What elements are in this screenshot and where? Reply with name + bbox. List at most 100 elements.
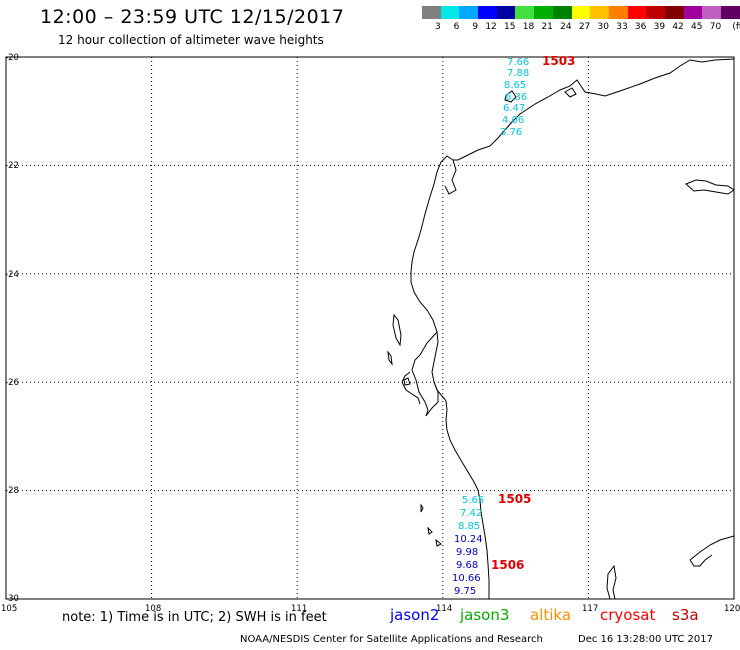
swh-value: 4.06 (502, 115, 524, 126)
pass-1505-values: 5.65 7.42 8.85 10.24 9.98 1505 (454, 492, 531, 558)
legend-swatches (422, 6, 740, 19)
swh-value: 5.65 (462, 495, 484, 506)
legend-label: (ft) (732, 22, 740, 32)
legend-label: 70 (709, 22, 722, 32)
southeast-coast (689, 535, 735, 561)
lon-tick-label: 111 (291, 604, 307, 614)
legend-swatch (496, 6, 516, 19)
faure-island (403, 377, 411, 386)
legend-swatch (664, 6, 684, 19)
lon-tick-label: 120 (724, 604, 740, 614)
shark-bay-peninsula (411, 331, 439, 417)
swh-value: 7.88 (507, 68, 529, 79)
houtman-abrolhos-b (427, 526, 433, 535)
dampier-islands (564, 87, 577, 98)
legend-swatch (440, 6, 460, 19)
lon-tick-label: 108 (145, 604, 161, 614)
swh-value: 10.24 (454, 534, 483, 545)
legend-label: 30 (597, 22, 609, 32)
satellite-altika: altika (530, 606, 572, 624)
legend-label: 12 (485, 22, 497, 32)
swh-value: 9.75 (454, 586, 476, 597)
houtman-abrolhos-c (435, 538, 442, 547)
legend-label: 39 (653, 22, 666, 32)
legend-swatch (608, 6, 628, 19)
legend-swatch (478, 6, 497, 19)
legend-label: 9 (472, 22, 479, 32)
lat-tick-label: -22 (5, 161, 19, 171)
southwest-coast (606, 564, 617, 600)
lat-tick-label: -28 (5, 486, 19, 496)
houtman-abrolhos-a (420, 503, 424, 513)
legend-swatch (422, 6, 441, 19)
lat-gridlines (6, 164, 734, 492)
lat-tick-label: -26 (5, 378, 19, 388)
shark-bay-inner (401, 371, 421, 405)
legend-swatch (459, 6, 479, 19)
timor-coast (685, 179, 735, 195)
satellite-jason3: jason3 (460, 606, 510, 624)
credit-line: NOAA/NESDIS Center for Satellite Applica… (240, 634, 543, 645)
generation-timestamp: Dec 16 13:28:00 UTC 2017 (578, 634, 713, 645)
swh-value: 6.47 (503, 103, 525, 114)
map-subtitle: 12 hour collection of altimeter wave hei… (58, 33, 324, 47)
legend-label: 15 (504, 22, 516, 32)
legend-label: 6 (453, 22, 460, 32)
legend-label: 24 (560, 22, 572, 32)
footer-note: note: 1) Time is in UTC; 2) SWH is in fe… (62, 610, 327, 625)
mainland-coast (410, 58, 735, 599)
lon-gridlines (151, 57, 589, 599)
legend-swatch (721, 6, 740, 19)
legend-label: 21 (541, 22, 553, 32)
monte-bello-islands (504, 90, 517, 103)
swh-value: 6.36 (505, 92, 527, 103)
legend-label: 42 (672, 22, 684, 32)
pass-label: 1505 (498, 492, 531, 506)
legend-label: 33 (616, 22, 628, 32)
lon-tick-labels: 105 108 111 114 117 120 (1, 604, 740, 614)
satellite-cryosat: cryosat (600, 606, 656, 624)
legend-swatch (702, 6, 721, 19)
satellite-jason2: jason2 (390, 606, 440, 624)
legend-swatch (646, 6, 665, 19)
pass-1503-values: 7.66 7.88 8.65 6.36 6.47 4.06 3.76 1503 (500, 54, 575, 138)
lat-tick-labels: -20 -22 -24 -26 -28 -30 (5, 53, 19, 604)
lat-tick-label: -20 (5, 53, 19, 63)
satellite-s3a: s3a (672, 606, 699, 624)
map-frame (5, 56, 735, 600)
legend-swatch (571, 6, 591, 19)
pass-label: 1506 (491, 558, 524, 572)
lat-tick-label: -24 (5, 270, 19, 280)
legend-label: 36 (634, 22, 647, 32)
swh-value: 9.68 (456, 560, 478, 571)
swh-value: 3.76 (500, 127, 522, 138)
swh-value: 9.98 (456, 547, 478, 558)
swh-value: 10.66 (452, 573, 481, 584)
lon-tick-label: 105 (1, 604, 17, 614)
lat-tick-label: -30 (5, 594, 19, 604)
southeast-inlet (689, 554, 713, 567)
bernier-island (387, 350, 393, 366)
legend-label: 45 (691, 22, 703, 32)
legend-label: 18 (522, 22, 535, 32)
legend-swatch (515, 6, 535, 19)
dirk-hartog-island (392, 313, 402, 347)
legend-label: 3 (434, 22, 441, 32)
lon-tick-label: 117 (582, 604, 598, 614)
legend-swatch (552, 6, 572, 19)
exmouth-gulf (444, 159, 457, 195)
legend-swatch (534, 6, 553, 19)
swh-value: 8.65 (504, 80, 526, 91)
legend-label: 27 (578, 22, 591, 32)
legend-swatch (590, 6, 609, 19)
legend-swatch (627, 6, 647, 19)
coastline (387, 58, 735, 600)
swh-value: 7.66 (507, 57, 529, 68)
map-title: 12:00 – 23:59 UTC 12/15/2017 (40, 6, 345, 28)
lon-tick-label: 114 (436, 604, 452, 614)
pass-1506-values: 9.68 10.66 9.75 1506 (452, 558, 524, 597)
swh-value: 7.42 (460, 508, 482, 519)
